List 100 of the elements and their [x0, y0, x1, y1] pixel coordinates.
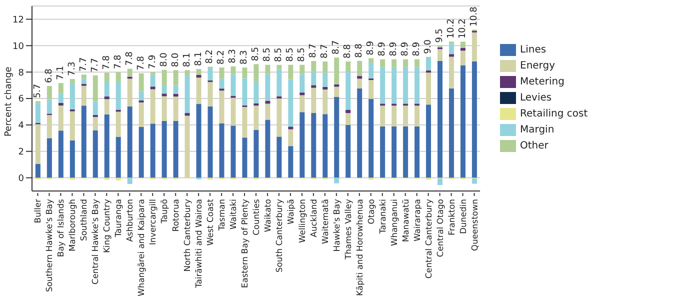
- y-tick-label: 6: [18, 94, 24, 105]
- bar: [288, 79, 294, 127]
- bar: [150, 89, 156, 124]
- bar: [242, 138, 248, 178]
- total-label: 7.8: [113, 54, 124, 70]
- bar: [392, 106, 397, 127]
- bar: [46, 138, 52, 178]
- bar: [403, 59, 408, 67]
- bar: [104, 99, 110, 114]
- bar: [357, 88, 362, 178]
- x-tick-label: Otago: [366, 199, 376, 224]
- x-tick-label: Whangārei and Kaipara: [136, 199, 146, 296]
- x-tick-label: Eastern Bay of Plenty: [240, 198, 250, 288]
- legend-label: Lines: [520, 44, 546, 56]
- bar: [346, 62, 351, 72]
- bar: [127, 78, 132, 106]
- bar: [104, 114, 110, 178]
- bar: [254, 106, 259, 130]
- bar: [403, 106, 408, 127]
- bar: [346, 124, 351, 178]
- total-label: 8.5: [274, 48, 284, 62]
- bar: [368, 98, 374, 178]
- bar: [403, 126, 408, 178]
- bar: [322, 90, 328, 114]
- x-tick-label: Kāpiti and Horowhenua: [354, 199, 364, 296]
- legend-label: Margin: [520, 124, 554, 136]
- bar: [346, 110, 351, 114]
- bar: [472, 178, 477, 184]
- bar: [380, 126, 386, 178]
- y-tick-label: 12: [12, 15, 24, 26]
- x-tick-label: Rotorua: [170, 199, 181, 232]
- x-tick-label: Manawatū: [400, 199, 410, 242]
- bar: [460, 65, 466, 178]
- bar: [196, 104, 202, 178]
- bar: [58, 83, 64, 94]
- total-label: 7.8: [102, 55, 112, 70]
- bar: [414, 126, 420, 178]
- bar: [127, 106, 132, 178]
- bar: [116, 82, 121, 110]
- x-tick-label: Taranaki: [377, 199, 388, 235]
- bar: [437, 49, 442, 61]
- total-label: 7.3: [67, 62, 78, 76]
- x-tick-label: South Canterbury: [274, 198, 284, 273]
- bar: [173, 94, 178, 97]
- bar: [334, 178, 340, 184]
- bar: [46, 99, 52, 114]
- bar: [334, 96, 340, 178]
- bar: [322, 86, 328, 90]
- bar: [460, 50, 466, 66]
- x-tick-label: Waipā: [285, 199, 296, 224]
- bar: [116, 72, 121, 82]
- y-tick-label: 2: [18, 148, 24, 158]
- total-label: 8.9: [400, 42, 411, 56]
- x-tick-label: Marlborough: [67, 199, 78, 252]
- total-label: 8.7: [332, 40, 342, 55]
- bar: [230, 74, 236, 96]
- bar: [242, 78, 248, 106]
- x-tick-label: Central Canterbury: [423, 198, 434, 279]
- bar: [380, 106, 386, 127]
- bar: [414, 59, 420, 67]
- bar: [81, 86, 86, 106]
- y-axis-title: Percent change: [4, 66, 14, 136]
- y-tick-label: 8: [18, 68, 24, 78]
- bar: [196, 69, 202, 75]
- bar: [35, 103, 40, 123]
- bar: [448, 44, 454, 54]
- bar: [162, 96, 167, 121]
- bar: [81, 106, 86, 178]
- total-label: 7.9: [148, 54, 158, 70]
- x-tick-label: King Country: [102, 198, 112, 253]
- total-label: 5.7: [32, 84, 43, 98]
- total-label: 7.8: [124, 51, 135, 66]
- x-tick-label: Counties: [251, 199, 261, 236]
- total-label: 8.9: [412, 42, 422, 56]
- bar: [230, 126, 236, 178]
- bar: [300, 92, 305, 96]
- bar: [173, 96, 178, 121]
- total-label: 6.8: [44, 68, 54, 83]
- bar: [92, 130, 98, 178]
- bar: [127, 178, 132, 184]
- bar: [242, 106, 248, 138]
- bar: [46, 86, 52, 100]
- bar: [92, 102, 98, 116]
- bar: [254, 130, 259, 178]
- bar: [392, 59, 397, 67]
- total-label: 8.0: [159, 52, 170, 67]
- bar: [426, 58, 432, 70]
- total-label: 8.1: [182, 52, 192, 68]
- bar: [288, 64, 294, 80]
- bar: [276, 64, 282, 70]
- x-tick-label: Tasman: [216, 199, 227, 232]
- bar: [288, 126, 294, 130]
- x-tick-label: Auckland: [308, 199, 318, 238]
- bar: [92, 117, 98, 130]
- bar: [265, 120, 270, 178]
- x-tick-label: Whanganui: [388, 199, 399, 246]
- bar: [368, 58, 374, 63]
- bar: [357, 76, 362, 79]
- bar: [288, 146, 294, 178]
- bar: [460, 42, 466, 48]
